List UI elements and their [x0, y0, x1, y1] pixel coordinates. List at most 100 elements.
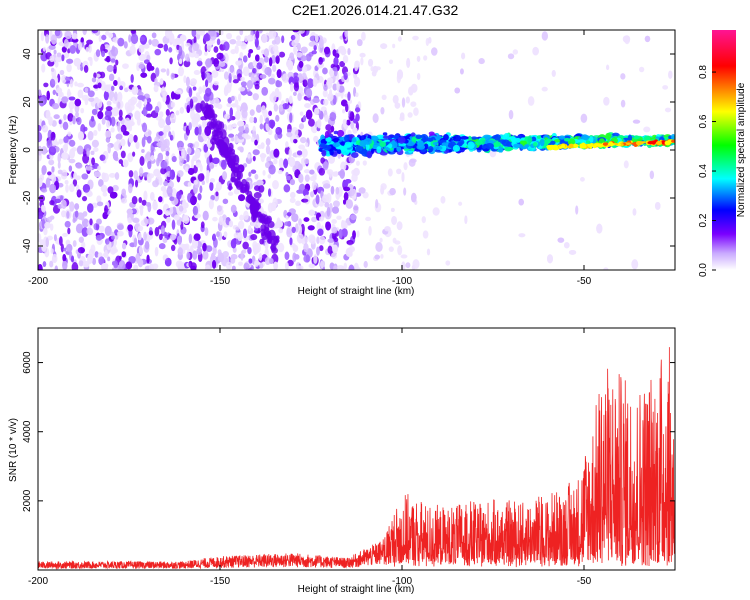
spectrogram-cell: [270, 202, 277, 212]
spectrogram-cell: [64, 30, 72, 40]
spectrogram-cell: [417, 140, 424, 148]
spectrogram-cell: [605, 132, 612, 140]
spectrogram-cell: [260, 228, 266, 237]
spectrogram-cell: [589, 136, 594, 143]
spectrogram-cell: [204, 227, 209, 236]
spectrogram-cell: [277, 242, 285, 253]
spectrogram-cell: [302, 79, 308, 87]
spectrogram-cell: [392, 43, 396, 49]
spectrogram-cell: [332, 95, 337, 105]
spectrogram-cell: [116, 138, 121, 145]
spectrogram-cell: [38, 178, 43, 188]
spectrogram-cell: [264, 241, 269, 250]
spectrogram-cell: [330, 185, 335, 195]
spectrogram-cell: [98, 179, 104, 187]
spectrogram-cell: [202, 84, 206, 94]
spectrogram-cell: [39, 239, 45, 247]
spectrogram-cell: [211, 129, 219, 137]
spectrogram-cell: [60, 199, 67, 209]
spectrogram-cell: [133, 237, 138, 248]
spectrogram-cell: [223, 86, 229, 97]
spectrogram-cell: [332, 142, 341, 148]
spectrogram-cell: [174, 37, 182, 46]
spectrogram-cell: [277, 169, 283, 175]
spectrogram-cell: [193, 233, 201, 241]
x-tick-label: -200: [28, 276, 48, 287]
snr-x-axis: -200 -150 -100 -50: [28, 328, 592, 587]
spectrogram-cell: [67, 88, 71, 98]
spectrogram-cell: [222, 250, 229, 258]
spectrogram-cell: [494, 134, 501, 141]
spectrogram-cell: [120, 197, 128, 204]
spectrogram-cell: [235, 110, 241, 121]
spectrogram-cell: [238, 125, 245, 133]
spectrogram-cell: [318, 245, 324, 252]
spectrogram-cell: [137, 232, 142, 241]
spectrogram-cell: [157, 152, 164, 162]
spectrogram-cell: [43, 82, 49, 88]
spectrogram-cell: [122, 242, 127, 250]
spectrogram-cell: [213, 81, 220, 86]
spectrogram-cell: [93, 84, 99, 89]
spectrogram-cell: [49, 215, 55, 220]
spectrogram-cell: [393, 135, 400, 140]
spectrogram-cell: [157, 43, 164, 49]
spectrogram-core-cell: [587, 143, 592, 147]
spectrogram-cell: [128, 34, 132, 43]
spectrogram-cell: [98, 225, 105, 233]
spectrogram-cell: [248, 258, 253, 264]
spectrogram-cell: [332, 66, 338, 72]
spectrogram-cell: [166, 68, 170, 77]
spectrogram-cell: [111, 235, 115, 240]
spectrogram-cell: [299, 136, 307, 144]
spectrogram-cell: [478, 58, 485, 65]
spectrogram-cell: [187, 167, 195, 175]
spectrogram-cell: [200, 100, 206, 112]
spectrogram-cell: [328, 171, 332, 178]
spectrogram-cell: [292, 30, 300, 33]
spectrogram-cell: [297, 163, 303, 171]
spectrogram-cell: [303, 217, 310, 222]
spectrogram-cell: [347, 48, 351, 56]
spectrogram-cell: [51, 120, 57, 127]
spectrogram-cell: [178, 58, 183, 65]
spectrogram-cell: [368, 225, 372, 236]
spectrogram-cell: [345, 199, 353, 209]
spectrogram-cell: [411, 192, 417, 203]
spectrogram-cell: [41, 188, 48, 193]
spectrogram-cell: [351, 137, 357, 143]
spectrogram-cell: [194, 126, 200, 136]
spectrogram-cell: [485, 142, 494, 150]
spectrogram-cell: [118, 260, 126, 270]
spectrogram-cell: [179, 34, 187, 42]
spectrogram-cell: [201, 180, 205, 185]
spectrogram-cell: [194, 53, 200, 59]
spectrogram-cell: [212, 216, 218, 222]
spectrogram-cell: [268, 77, 276, 85]
spectrogram-cell: [158, 243, 166, 250]
spectrogram-cell: [134, 179, 139, 188]
spectrogram-cell: [45, 237, 49, 248]
spectrogram-cell: [356, 39, 363, 47]
spectrogram-cell: [347, 91, 351, 102]
spectrogram-cell: [205, 58, 213, 68]
spectrogram-cell: [87, 90, 95, 98]
spectrogram-cell: [220, 159, 227, 170]
spectrogram-cell: [76, 189, 82, 198]
spectrogram-cell: [248, 171, 252, 177]
spectrogram-cell: [190, 245, 194, 250]
spectrogram-cell: [333, 56, 339, 66]
spectrogram-cell: [342, 109, 346, 114]
spectrogram-cell: [355, 145, 364, 153]
spectrogram-cell: [252, 149, 260, 156]
spectrogram-cell: [254, 37, 259, 48]
spectrogram-cell: [248, 49, 254, 54]
spectrogram-cell: [104, 87, 112, 93]
spectrogram-cell: [130, 33, 139, 44]
spectrogram-cell: [91, 77, 97, 83]
spectrogram-cell: [127, 224, 134, 232]
spectrogram-cell: [193, 113, 201, 123]
spectrogram-cell: [158, 176, 163, 186]
spectrogram-cell: [94, 96, 99, 104]
spectrogram-cell: [232, 162, 240, 174]
